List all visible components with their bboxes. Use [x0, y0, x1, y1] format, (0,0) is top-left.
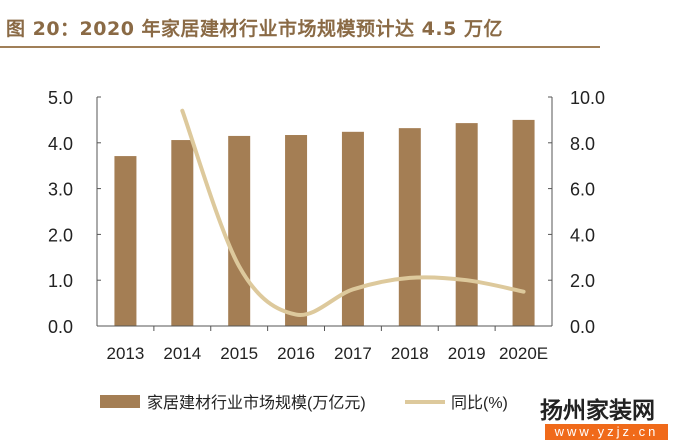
watermark-url: www.yzjz.cn	[545, 424, 668, 440]
bar-2015	[228, 135, 251, 326]
legend-label-line: 同比(%)	[451, 394, 508, 412]
right-tick-label: 10.0	[570, 88, 605, 108]
bar-2013	[114, 156, 137, 326]
left-tick-label: 5.0	[48, 88, 73, 108]
bar-2019	[455, 123, 478, 326]
bar-2018	[398, 128, 421, 326]
chart-title: 图 20：2020 年家居建材行业市场规模预计达 4.5 万亿	[6, 18, 503, 40]
bar-2014	[171, 140, 194, 326]
series-line-yoy	[180, 108, 526, 317]
left-tick-label: 2.0	[48, 225, 73, 245]
x-tick-label: 2017	[334, 344, 372, 363]
x-tick-label: 2014	[163, 344, 201, 363]
legend-swatch-bar	[100, 395, 140, 408]
watermark-name: 扬州家装网	[540, 391, 655, 425]
x-tick-label: 2016	[277, 344, 315, 363]
x-tick-label: 2019	[448, 344, 486, 363]
left-tick-label: 1.0	[48, 271, 73, 291]
x-tick-label: 2013	[107, 344, 145, 363]
left-tick-label: 4.0	[48, 134, 73, 154]
x-tick-label: 2020E	[499, 344, 548, 363]
x-tick-label: 2015	[220, 344, 258, 363]
left-tick-label: 3.0	[48, 180, 73, 200]
bar-2017	[341, 131, 364, 326]
right-tick-label: 8.0	[570, 134, 595, 154]
right-tick-label: 0.0	[570, 317, 595, 337]
right-tick-label: 6.0	[570, 180, 595, 200]
right-tick-label: 2.0	[570, 271, 595, 291]
legend-label-bar: 家居建材行业市场规模(万亿元)	[147, 394, 366, 412]
bar-2016	[285, 135, 308, 326]
title-rule	[0, 46, 600, 48]
bar-2020E	[512, 119, 535, 327]
x-tick-label: 2018	[391, 344, 429, 363]
right-tick-label: 4.0	[570, 225, 595, 245]
left-tick-label: 0.0	[48, 317, 73, 337]
